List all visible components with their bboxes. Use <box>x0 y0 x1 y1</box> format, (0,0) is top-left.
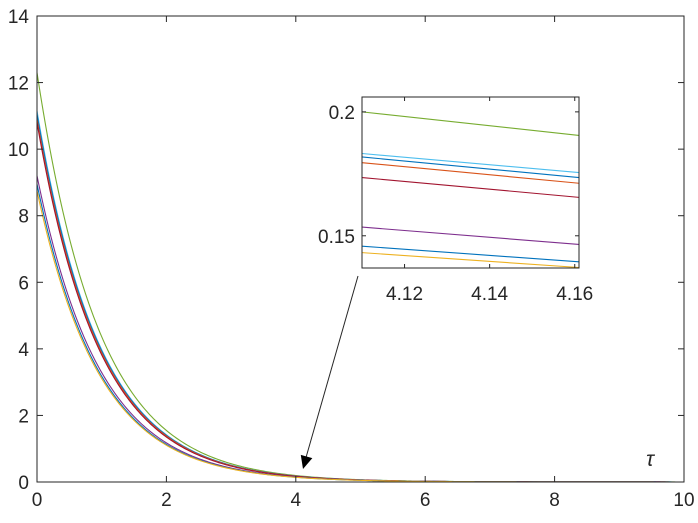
y-tick-label: 10 <box>8 140 29 161</box>
inset-plot: 4.12 4.14 4.16 0.15 0.2 <box>318 96 593 305</box>
x-axis-label: τ <box>646 448 655 471</box>
arrow-shaft <box>304 275 359 462</box>
main-plot: 0 2 4 6 8 10 0 2 4 6 8 10 12 14 τ <box>8 7 695 511</box>
x-tick-label: 10 <box>673 490 694 511</box>
x-tick-label: 8 <box>549 490 560 511</box>
inset-x-tick-label: 4.14 <box>471 284 508 305</box>
inset-x-tick-label: 4.12 <box>386 284 423 305</box>
x-tick-label: 2 <box>161 490 172 511</box>
inset-series-line-5 <box>361 176 580 198</box>
plot-frame <box>36 15 685 483</box>
inset-background <box>362 97 579 268</box>
inset-series-line-7 <box>361 245 580 263</box>
arrow-head <box>300 454 313 469</box>
zoom-arrow <box>300 275 359 469</box>
y-tick-label: 6 <box>18 273 29 294</box>
x-tick-label: 6 <box>420 490 431 511</box>
inset-y-tick-label: 0.15 <box>318 227 355 248</box>
inset-series-line-2 <box>361 152 580 174</box>
inset-series-line-6 <box>361 226 580 246</box>
series-line-8 <box>36 190 684 483</box>
x-tick-label: 0 <box>32 490 43 511</box>
inset-series-line-4 <box>361 162 580 184</box>
y-tick-label: 8 <box>18 207 29 228</box>
series-line-6 <box>36 175 684 483</box>
inset-series-line-8 <box>361 252 580 269</box>
series-line-7 <box>36 183 684 483</box>
y-tick-label: 14 <box>8 7 30 28</box>
y-tick-label: 0 <box>18 473 29 494</box>
inset-frame <box>361 96 580 269</box>
y-tick-label: 4 <box>18 340 29 361</box>
x-tick-label: 4 <box>291 490 302 511</box>
y-tick-label: 12 <box>8 74 29 95</box>
y-tick-label: 2 <box>18 406 29 427</box>
inset-x-tick-label: 4.16 <box>556 284 593 305</box>
inset-series-line-1 <box>361 111 580 136</box>
inset-y-tick-label: 0.2 <box>329 103 355 124</box>
inset-series-line-3 <box>361 156 580 179</box>
